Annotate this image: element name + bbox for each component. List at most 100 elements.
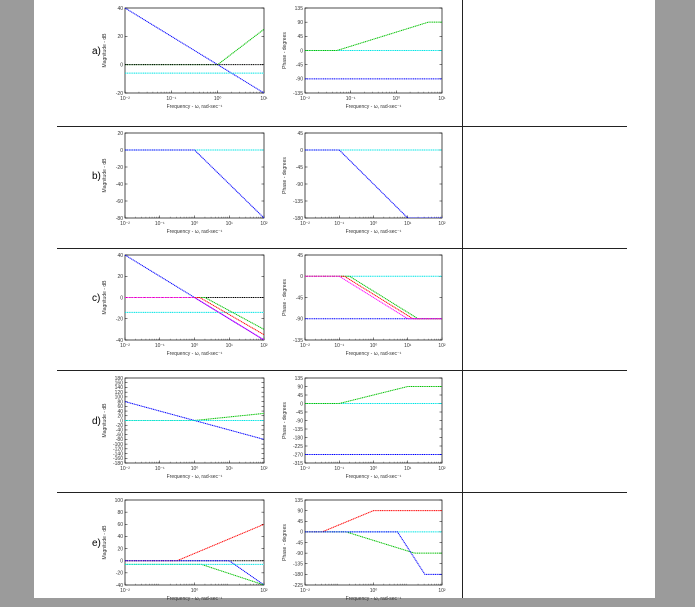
y-tick-label: -90	[296, 317, 303, 323]
y-tick-label: 40	[117, 409, 123, 415]
x-tick-label: 10⁻¹	[334, 221, 344, 227]
series-line	[305, 21, 442, 51]
y-tick-label: -140	[113, 451, 123, 457]
y-axis-label: Phase - degrees	[282, 32, 288, 69]
y-tick-label: 90	[297, 508, 303, 514]
y-tick-label: -90	[296, 418, 303, 424]
x-tick-label: 10⁻²	[300, 588, 310, 594]
y-tick-label: 20	[117, 414, 123, 420]
y-tick-label: 20	[117, 546, 123, 552]
x-tick-label: 10⁻²	[300, 343, 310, 349]
y-tick-label: 0	[120, 62, 123, 68]
series-line	[125, 149, 264, 218]
series-line	[305, 275, 442, 320]
x-axis-label: Frequency - ω, rad-sec⁻¹	[167, 474, 223, 480]
y-tick-label: 0	[120, 295, 123, 301]
y-tick-label: 135	[295, 498, 304, 504]
y-tick-label: -45	[296, 165, 303, 171]
y-tick-label: 90	[297, 20, 303, 26]
plot-frame	[304, 499, 443, 586]
y-tick-label: 100	[115, 498, 124, 504]
x-tick-label: 10⁰	[370, 588, 378, 594]
x-axis-label: Frequency - ω, rad-sec⁻¹	[167, 229, 223, 235]
y-tick-label: -90	[296, 551, 303, 557]
y-tick-label: -180	[293, 435, 303, 441]
x-tick-label: 10⁻¹	[155, 343, 165, 349]
x-tick-label: 10⁰	[393, 96, 401, 102]
y-tick-label: 135	[295, 6, 304, 12]
y-axis-label: Magnitude - dB	[102, 33, 108, 68]
y-tick-label: -20	[116, 165, 123, 171]
y-tick-label: 160	[115, 381, 124, 387]
x-axis-label: Frequency - ω, rad-sec⁻¹	[167, 596, 223, 602]
y-axis-label: Magnitude - dB	[102, 158, 108, 193]
x-tick-label: 10⁰	[214, 96, 222, 102]
x-tick-label: 10⁻²	[120, 96, 130, 102]
x-tick-label: 10⁰	[191, 588, 199, 594]
y-tick-label: -20	[116, 423, 123, 429]
x-tick-label: 10¹	[404, 466, 412, 472]
y-tick-label: 45	[297, 393, 303, 399]
x-tick-label: 10⁻²	[300, 466, 310, 472]
y-tick-label: -90	[296, 77, 303, 83]
y-tick-label: 45	[297, 253, 303, 259]
y-tick-label: -180	[113, 461, 123, 467]
y-tick-label: -60	[116, 199, 123, 205]
x-axis-label: Frequency - ω, rad-sec⁻¹	[346, 229, 402, 235]
x-tick-label: 10¹	[226, 343, 234, 349]
row-label: d)	[92, 415, 101, 427]
x-tick-label: 10⁻¹	[166, 96, 176, 102]
y-tick-label: 20	[117, 274, 123, 280]
phase-plot: -315 -270 -225 -180 -135 -90 -45 0 45 90 135 10⁻² 10…	[282, 376, 446, 480]
series-line	[125, 297, 264, 340]
y-tick-label: -40	[116, 182, 123, 188]
y-axis-label: Phase - degrees	[282, 524, 288, 561]
series-line	[305, 510, 442, 533]
plot-frame	[124, 499, 265, 586]
x-tick-label: 10⁻¹	[334, 343, 344, 349]
y-tick-label: 60	[117, 522, 123, 528]
x-axis-label: Frequency - ω, rad-sec⁻¹	[346, 351, 402, 357]
y-tick-label: -135	[293, 338, 303, 344]
y-tick-label: -60	[116, 432, 123, 438]
y-tick-label: -80	[116, 216, 123, 222]
x-tick-label: 10²	[438, 466, 446, 472]
x-axis-label: Frequency - ω, rad-sec⁻¹	[167, 104, 223, 110]
y-tick-label: 45	[297, 519, 303, 525]
x-tick-label: 10⁻¹	[155, 466, 165, 472]
x-tick-label: 10⁻²	[120, 588, 130, 594]
x-tick-label: 10¹	[226, 466, 234, 472]
series-line	[125, 297, 264, 330]
y-tick-label: 80	[117, 399, 123, 405]
row-divider	[57, 492, 627, 493]
y-tick-label: 0	[300, 274, 303, 280]
x-axis-label: Frequency - ω, rad-sec⁻¹	[346, 596, 402, 602]
y-tick-label: 60	[117, 404, 123, 410]
y-tick-label: -180	[293, 216, 303, 222]
plot-frame	[124, 132, 265, 219]
y-tick-label: -120	[113, 447, 123, 453]
magnitude-plot: -40 -20 0 20 40 10⁻² 10⁻¹ 10⁰ 10¹ 10² Frequency - …	[102, 253, 268, 357]
phase-plot: -225 -180 -135 -90 -45 0 45 90 135 10⁻² 10⁰ 10² Freq…	[282, 498, 446, 602]
x-tick-label: 10⁻¹	[346, 96, 356, 102]
magnitude-plot: -40 -20 0 20 40 60 80 100 10⁻² 10⁰ 10² Frequency - …	[102, 498, 268, 602]
row-label: b)	[92, 170, 101, 182]
x-axis-label: Frequency - ω, rad-sec⁻¹	[346, 474, 402, 480]
y-tick-label: 0	[300, 148, 303, 154]
y-tick-label: -20	[116, 571, 123, 577]
y-tick-label: 80	[117, 510, 123, 516]
x-tick-label: 10⁰	[370, 343, 378, 349]
row-divider	[57, 126, 627, 127]
column-divider	[462, 0, 463, 598]
y-tick-label: -135	[293, 427, 303, 433]
x-tick-label: 10⁰	[191, 466, 199, 472]
series-line	[305, 531, 442, 575]
magnitude-plot: -20 0 20 40 10⁻² 10⁻¹ 10⁰ 10¹ Frequency - ω, rad…	[102, 6, 268, 110]
x-tick-label: 10²	[438, 588, 446, 594]
y-tick-label: -315	[293, 461, 303, 467]
y-tick-label: -40	[116, 583, 123, 589]
row-label: e)	[92, 537, 101, 549]
series-line	[125, 560, 264, 585]
x-tick-label: 10⁰	[191, 343, 199, 349]
y-tick-label: 100	[115, 395, 124, 401]
